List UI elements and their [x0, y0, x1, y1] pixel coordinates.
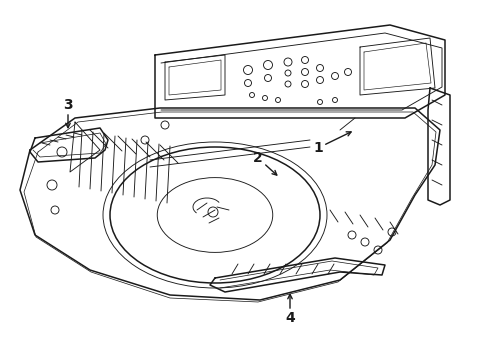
Text: 2: 2: [253, 151, 277, 175]
Text: 4: 4: [285, 294, 295, 325]
Text: 3: 3: [63, 98, 73, 128]
Text: 1: 1: [313, 132, 351, 155]
